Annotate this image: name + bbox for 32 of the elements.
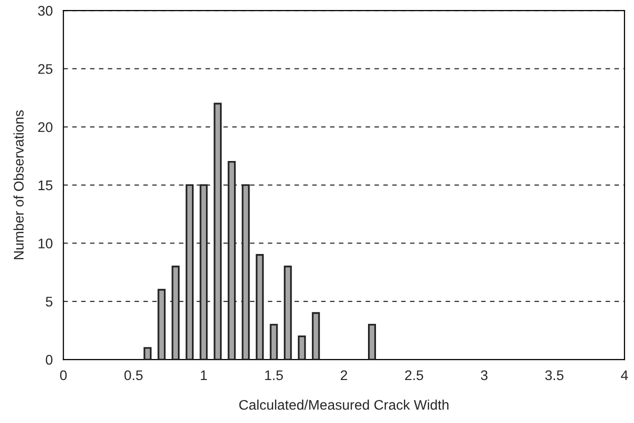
bar bbox=[312, 312, 320, 360]
x-tick-label: 1.5 bbox=[265, 370, 283, 380]
y-tick-label: 15 bbox=[38, 180, 52, 190]
bar bbox=[298, 335, 306, 360]
bar bbox=[256, 254, 264, 360]
bar bbox=[172, 266, 180, 360]
bar bbox=[214, 102, 222, 360]
bar bbox=[144, 347, 152, 360]
bar bbox=[368, 324, 376, 360]
bar bbox=[284, 266, 292, 360]
y-tick-label: 10 bbox=[38, 238, 52, 248]
bar bbox=[228, 160, 236, 360]
bar bbox=[270, 324, 278, 360]
x-axis-title: Calculated/Measured Crack Width bbox=[239, 400, 448, 410]
y-tick-label: 20 bbox=[38, 122, 52, 132]
bar bbox=[158, 288, 166, 360]
x-tick-label: 3 bbox=[480, 370, 488, 380]
x-tick-label: 1 bbox=[200, 370, 207, 380]
x-tick-label: 0.5 bbox=[124, 370, 143, 380]
x-tick-label: 2.5 bbox=[405, 370, 424, 380]
bar bbox=[186, 184, 194, 360]
bar bbox=[200, 184, 208, 360]
y-tick-label: 0 bbox=[46, 354, 52, 365]
x-tick-label: 2 bbox=[340, 370, 348, 380]
x-tick-label: 0 bbox=[60, 370, 67, 380]
y-axis-title: Number of Observations bbox=[13, 110, 24, 260]
y-tick-label: 5 bbox=[46, 296, 52, 307]
x-tick-label: 3.5 bbox=[545, 370, 564, 380]
x-tick-label: 4 bbox=[620, 370, 628, 380]
y-tick-label: 30 bbox=[38, 6, 52, 16]
bar bbox=[242, 184, 250, 360]
y-tick-label: 25 bbox=[38, 64, 52, 74]
